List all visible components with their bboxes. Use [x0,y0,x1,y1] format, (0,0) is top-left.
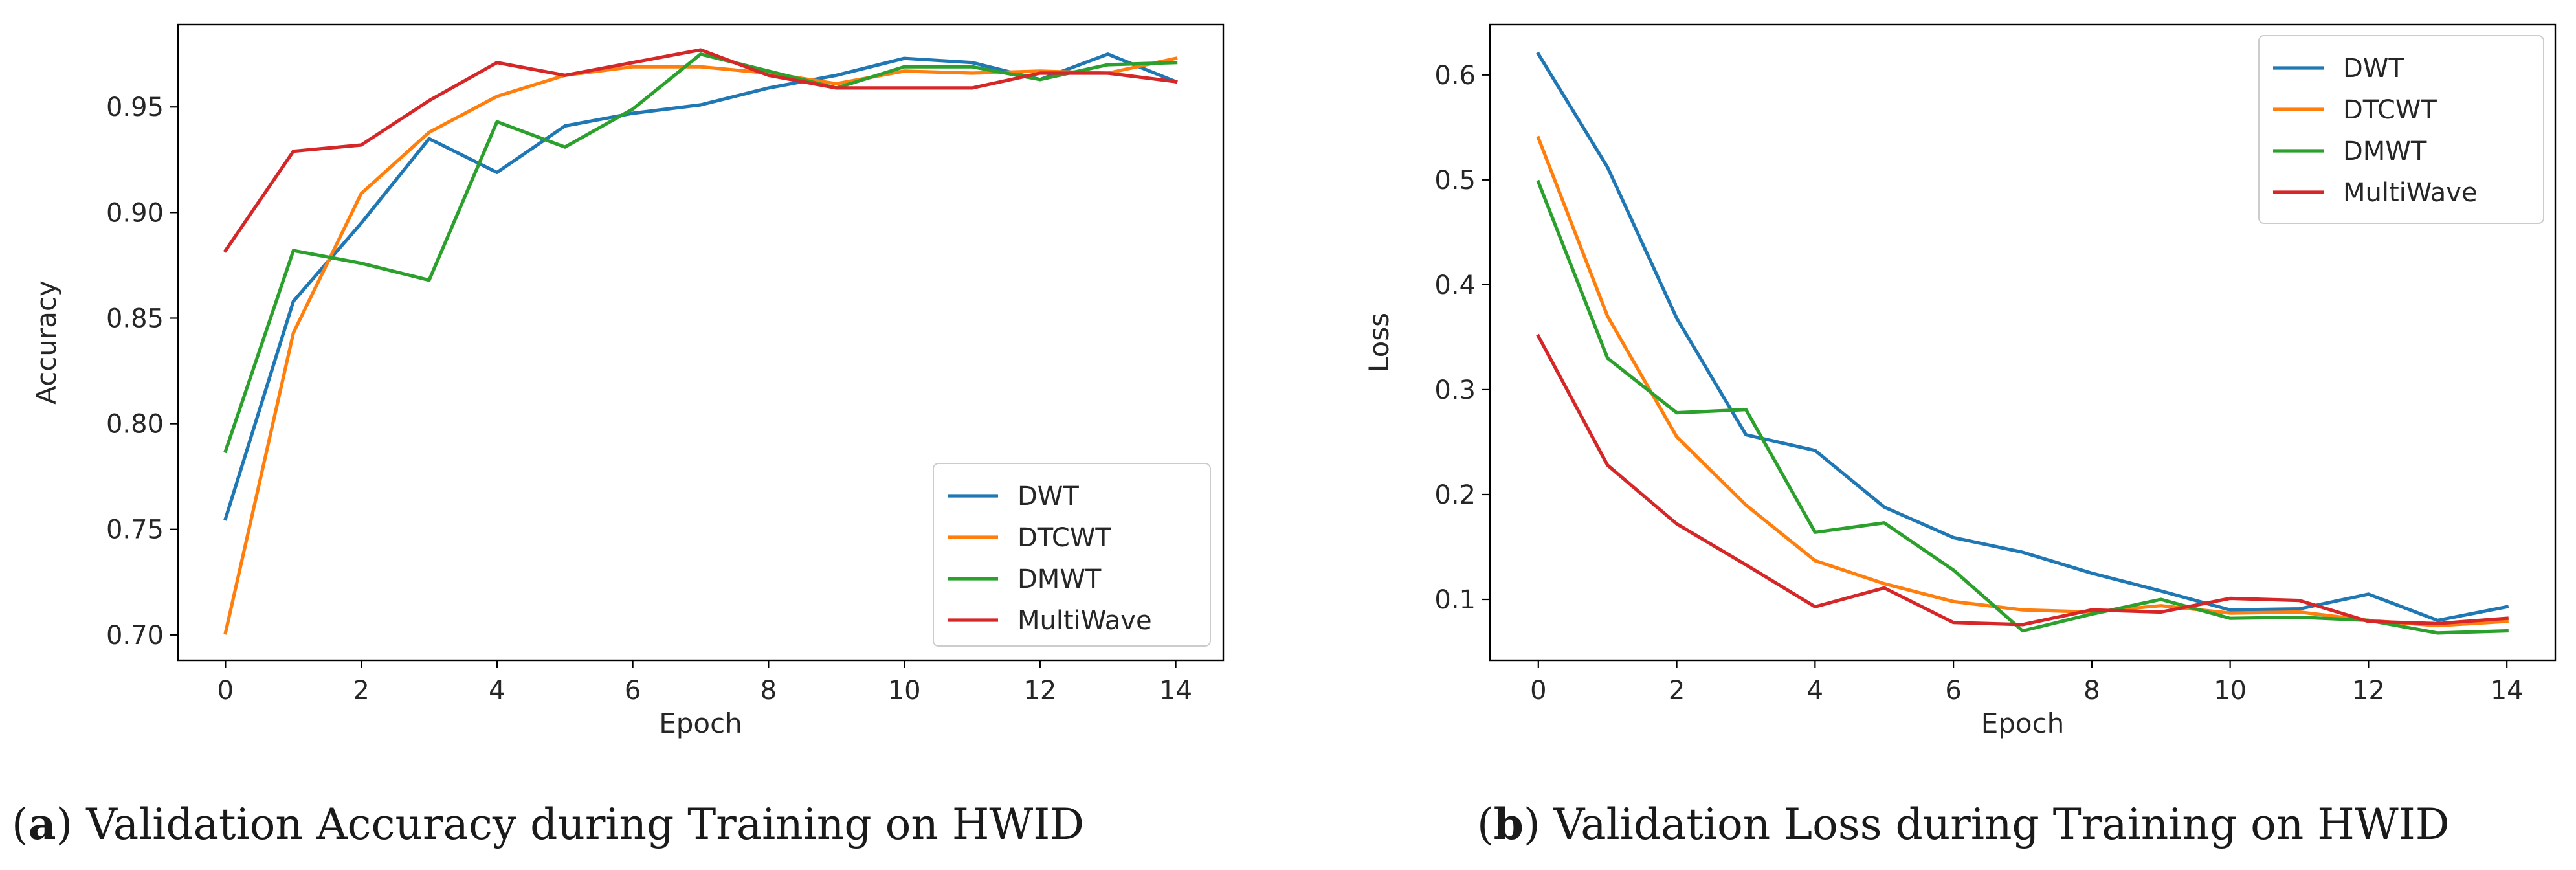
plot-frame [1489,23,2557,662]
x-tick-label: 12 [1023,676,1056,706]
caption-b: (b) Validation Loss during Training on H… [1477,799,2450,849]
y-tick-label: 0.90 [106,198,164,228]
caption-b-letter: b [1494,799,1524,849]
y-tick-label: 0.85 [106,304,164,333]
y-tick-label: 0.3 [1434,375,1476,405]
y-tick-label: 0.6 [1434,61,1476,91]
chart-panel-a: 0 2 4 6 8 10 12 14 0.70 0.75 0.80 0.85 0.90 0.95 Epoch… [30,23,1225,739]
chart-panel-b: 0 2 4 6 8 10 12 14 0.1 0.2 0.3 0.4 0.5 0.6 Epoch Loss DW… [1363,23,2557,739]
series-line-dmwt [1536,179,2509,635]
legend-label-dtcwt: DTCWT [1017,523,1111,553]
x-axis-label: Epoch [1981,708,2065,739]
y-tick-label: 0.4 [1434,271,1476,300]
legend-box [2258,35,2544,224]
legend-label-dtcwt: DTCWT [2343,95,2437,125]
y-tick-label: 0.95 [106,93,164,122]
x-tick-label: 2 [353,676,369,706]
x-tick-label: 2 [1669,676,1685,706]
series-line-dwt [1536,51,2509,623]
series-line-dwt [223,52,1178,521]
series-line-dtcwt [223,56,1178,635]
legend: DWT DTCWT DMWT MultiWave [933,463,1211,647]
x-tick-label: 8 [761,676,777,706]
series-line-multiwave [223,48,1178,253]
x-tick-label: 4 [1807,676,1823,706]
y-axis-label: Accuracy [30,280,62,405]
legend-box [933,463,1211,647]
x-tick-label: 0 [217,676,234,706]
legend-label-dmwt: DMWT [1017,564,1102,594]
legend-label-multiwave: MultiWave [1017,606,1152,636]
legend-label-multiwave: MultiWave [2343,178,2478,208]
y-tick-label: 0.1 [1434,585,1476,615]
y-axis-label: Loss [1363,313,1395,372]
legend-label-dwt: DWT [1017,482,1079,511]
x-axis-label: Epoch [659,708,742,739]
caption-b-text: Validation Loss during Training on HWID [1553,799,2450,849]
x-tick-label: 0 [1530,676,1546,706]
x-tick-label: 12 [2352,676,2385,706]
caption-a-text: Validation Accuracy during Training on H… [85,799,1084,849]
legend: DWT DTCWT DMWT MultiWave [2258,35,2544,224]
legend-label-dwt: DWT [2343,54,2404,84]
x-tick-label: 8 [2083,676,2100,706]
x-tick-label: 14 [1159,676,1192,706]
x-tick-label: 6 [625,676,641,706]
y-tick-label: 0.5 [1434,166,1476,195]
x-tick-label: 6 [1945,676,1961,706]
series-line-multiwave [1536,333,2509,627]
y-tick-label: 0.2 [1434,480,1476,510]
x-tick-label: 10 [2214,676,2247,706]
plot-frame [177,23,1225,662]
y-tick-label: 0.75 [106,515,164,545]
y-tick-label: 0.70 [106,621,164,651]
x-tick-label: 4 [489,676,505,706]
series-line-dtcwt [1536,135,2509,628]
series-line-dmwt [223,52,1178,454]
caption-a: (a) Validation Accuracy during Training … [12,799,1084,849]
x-tick-label: 14 [2491,676,2524,706]
legend-label-dmwt: DMWT [2343,137,2427,166]
caption-a-letter: a [28,799,56,849]
y-tick-label: 0.80 [106,410,164,440]
x-tick-label: 10 [888,676,921,706]
